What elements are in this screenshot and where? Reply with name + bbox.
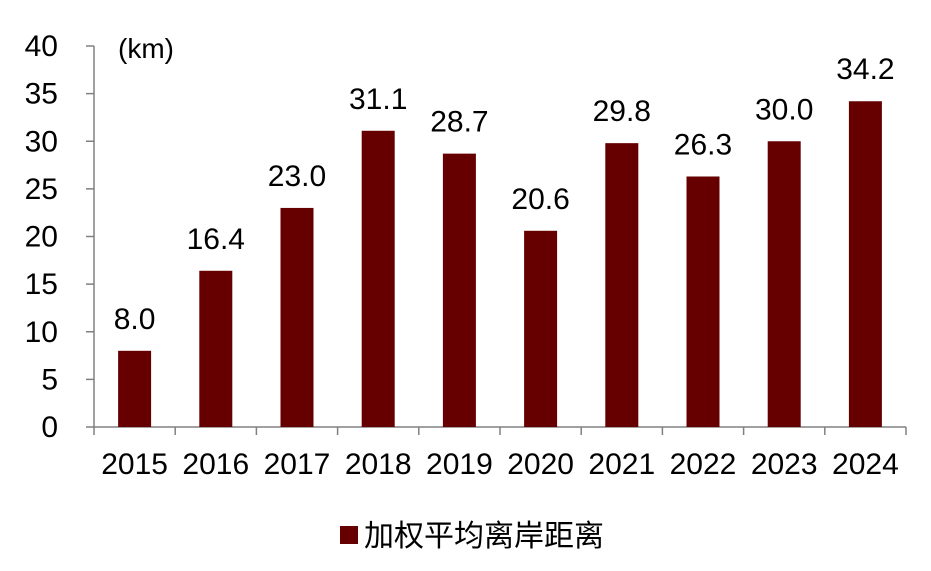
bar — [442, 153, 476, 427]
bar — [848, 101, 882, 428]
y-tick-label: 20 — [25, 221, 58, 254]
legend-label: 加权平均离岸距离 — [364, 519, 604, 554]
bar-value-label: 8.0 — [114, 303, 156, 336]
x-tick-label: 2018 — [345, 448, 412, 481]
x-tick-label: 2016 — [182, 448, 249, 481]
bar-value-label: 20.6 — [511, 183, 569, 216]
legend-swatch — [340, 526, 358, 544]
y-tick-label: 40 — [25, 30, 58, 63]
bar-series — [118, 101, 882, 428]
y-tick-label: 25 — [25, 173, 58, 206]
x-tick-label: 2020 — [507, 448, 574, 481]
y-tick-label: 30 — [25, 125, 58, 158]
bar — [118, 350, 152, 427]
x-tick-label: 2024 — [832, 448, 899, 481]
y-tick-label: 0 — [41, 411, 58, 444]
y-tick-label: 35 — [25, 78, 58, 111]
y-axis-unit-label: (km) — [118, 33, 174, 64]
bar — [686, 176, 720, 427]
x-tick-label: 2023 — [751, 448, 818, 481]
y-tick-label: 10 — [25, 316, 58, 349]
y-tick-label: 5 — [41, 363, 58, 396]
x-tick-label: 2021 — [588, 448, 655, 481]
bar-value-label: 31.1 — [349, 83, 407, 116]
bar — [361, 130, 395, 427]
bar-value-label: 16.4 — [187, 223, 245, 256]
bar — [199, 270, 233, 427]
x-tick-label: 2022 — [670, 448, 737, 481]
bar — [767, 141, 801, 427]
x-axis: 2015 2016 2017 2018 2019 2020 2021 2022 2023 2024 — [93, 426, 907, 481]
bar-value-label: 26.3 — [674, 128, 732, 161]
y-tick-label: 15 — [25, 268, 58, 301]
x-tick-label: 2019 — [426, 448, 493, 481]
bar-value-label: 23.0 — [268, 160, 326, 193]
bar — [280, 207, 314, 427]
x-tick-label: 2015 — [101, 448, 168, 481]
legend: 加权平均离岸距离 — [340, 519, 604, 554]
bar-value-label: 30.0 — [755, 93, 813, 126]
y-axis: 0 5 10 15 20 25 30 35 40 — [25, 30, 95, 444]
bar-value-label: 34.2 — [836, 53, 894, 86]
x-tick-label: 2017 — [264, 448, 331, 481]
bar-value-label: 28.7 — [430, 106, 488, 139]
bar-value-label: 29.8 — [593, 95, 651, 128]
data-labels: 8.0 16.4 23.0 31.1 28.7 20.6 29.8 26.3 30.0 34.2 — [114, 53, 895, 336]
bar — [605, 143, 639, 427]
bar — [524, 230, 558, 427]
